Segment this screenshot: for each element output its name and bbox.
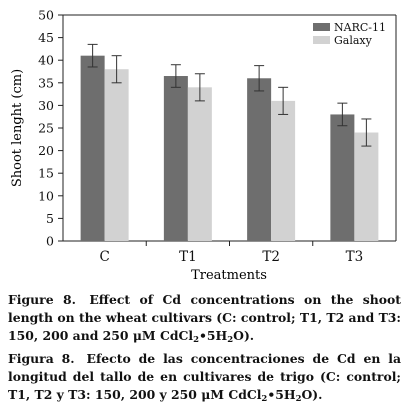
y-tick-label: 5 bbox=[46, 211, 54, 226]
legend-label: NARC-11 bbox=[334, 21, 386, 34]
figure-caption-spanish: Figura 8. Efecto de las concentraciones … bbox=[8, 350, 401, 404]
caption-subscript: 2 bbox=[193, 335, 199, 345]
x-tick-label: T3 bbox=[346, 249, 364, 265]
bar-galaxy bbox=[271, 100, 296, 241]
caption-subscript: 2 bbox=[261, 394, 268, 404]
bar-narc-11 bbox=[163, 76, 188, 242]
legend-label: Galaxy bbox=[334, 34, 373, 47]
y-tick-label: 0 bbox=[46, 234, 54, 249]
bar-narc-11 bbox=[80, 55, 105, 242]
bar-narc-11 bbox=[330, 114, 355, 241]
caption-subscript: 2 bbox=[295, 394, 302, 404]
caption-text-mid: •5H bbox=[198, 328, 228, 343]
caption-subscript: 2 bbox=[227, 335, 234, 345]
caption-text: Effect of Cd concentrations on the shoot… bbox=[8, 292, 401, 343]
bar-galaxy bbox=[187, 87, 212, 241]
y-tick-label: 10 bbox=[38, 188, 54, 203]
caption-label: Figura 8. bbox=[8, 351, 75, 366]
y-tick-label: 20 bbox=[38, 143, 54, 158]
caption-label: Figure 8. bbox=[8, 292, 76, 307]
caption-text-mid: •5H bbox=[267, 387, 296, 402]
caption-text-end: O). bbox=[301, 387, 323, 402]
figure-caption-english: Figure 8. Effect of Cd concentrations on… bbox=[8, 291, 401, 345]
y-tick-label: 35 bbox=[38, 75, 54, 90]
y-tick-label: 40 bbox=[38, 53, 54, 68]
shoot-length-bar-chart: 0 5 10 15 20 25 30 35 40 45 50 C T1 T2 T3 NARC-11Galaxy… bbox=[10, 8, 397, 283]
y-axis-label: Shoot lenght (cm) bbox=[10, 69, 25, 187]
x-tick-label: T2 bbox=[262, 249, 280, 265]
legend-swatch bbox=[313, 23, 330, 31]
caption-text-end: O). bbox=[233, 328, 255, 343]
y-tick-label: 45 bbox=[38, 30, 54, 45]
bar-galaxy bbox=[354, 132, 379, 241]
y-tick-label: 15 bbox=[38, 166, 54, 181]
y-tick-label: 30 bbox=[38, 98, 54, 113]
y-tick-label: 25 bbox=[38, 121, 54, 136]
x-axis-label: Treatments bbox=[191, 268, 267, 283]
caption-text: Efecto de las concentraciones de Cd en l… bbox=[8, 351, 401, 402]
legend-swatch bbox=[313, 36, 330, 44]
y-tick-label: 50 bbox=[38, 8, 54, 23]
bar-galaxy bbox=[104, 69, 129, 242]
x-tick-label: T1 bbox=[179, 249, 197, 265]
bar-narc-11 bbox=[247, 78, 272, 241]
x-tick-label: C bbox=[99, 249, 109, 265]
